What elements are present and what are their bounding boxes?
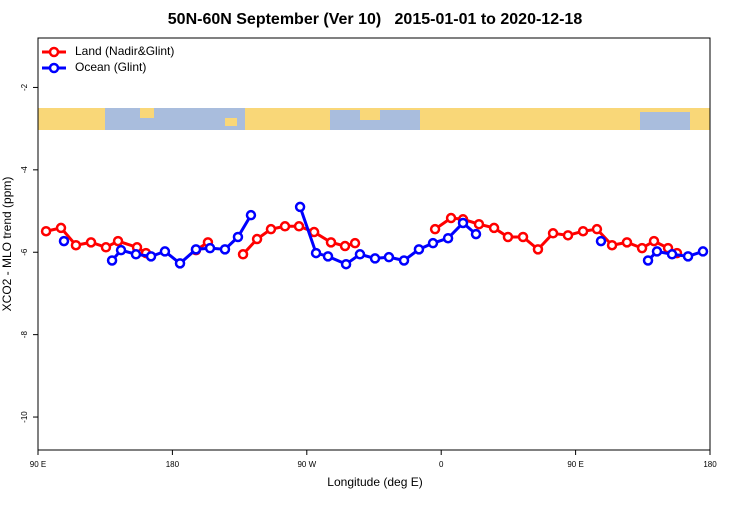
point xyxy=(325,237,337,248)
point xyxy=(369,253,381,264)
point xyxy=(577,225,589,237)
point xyxy=(279,221,291,232)
point xyxy=(251,233,263,245)
point xyxy=(145,251,157,262)
legend-marker xyxy=(48,46,60,58)
point xyxy=(642,255,654,266)
series-line xyxy=(45,216,678,256)
point xyxy=(190,244,202,255)
point xyxy=(219,244,231,255)
point xyxy=(106,255,118,266)
point xyxy=(237,249,249,260)
x-tick-label: 180 xyxy=(166,460,180,469)
point xyxy=(532,244,544,255)
x-tick-label: 90 E xyxy=(30,460,46,469)
point xyxy=(310,247,322,259)
x-axis-title: Longitude (deg E) xyxy=(327,475,422,489)
chart-title: 50N-60N September (Ver 10) 2015-01-01 to… xyxy=(168,11,583,28)
x-tick-label: 0 xyxy=(439,460,444,469)
point xyxy=(621,237,633,248)
point xyxy=(204,242,216,254)
point xyxy=(383,251,395,263)
y-axis-title: XCO2 - MLO trend (ppm) xyxy=(0,177,14,312)
point xyxy=(112,235,124,247)
point xyxy=(470,228,482,240)
point xyxy=(265,223,277,235)
map-strip xyxy=(38,108,710,130)
point xyxy=(457,217,469,229)
point xyxy=(666,249,678,260)
series-line xyxy=(110,206,704,266)
point xyxy=(40,225,52,237)
y-tick-label: -8 xyxy=(20,331,29,339)
point xyxy=(130,249,142,260)
point xyxy=(100,242,112,253)
point xyxy=(55,222,67,234)
point xyxy=(245,209,257,221)
point xyxy=(70,239,82,251)
point xyxy=(502,231,514,243)
point xyxy=(648,235,660,247)
point xyxy=(413,244,425,255)
point xyxy=(651,246,663,257)
point xyxy=(595,235,607,247)
point xyxy=(232,231,244,243)
point xyxy=(427,237,439,249)
legend-label: Land (Nadir&Glint) xyxy=(75,44,174,58)
point xyxy=(697,246,709,257)
point xyxy=(445,212,457,224)
point xyxy=(636,242,648,254)
y-tick-label: -2 xyxy=(20,83,29,91)
point xyxy=(340,258,352,270)
point xyxy=(349,237,361,249)
point xyxy=(682,251,694,262)
point xyxy=(473,218,485,230)
legend-label: Ocean (Glint) xyxy=(75,60,146,74)
point xyxy=(293,221,305,232)
y-tick-label: -6 xyxy=(20,248,29,256)
point xyxy=(591,223,603,235)
point xyxy=(339,240,351,252)
point xyxy=(294,201,306,213)
point xyxy=(398,255,410,266)
x-tick-label: 90 E xyxy=(567,460,583,469)
point xyxy=(442,232,454,244)
x-tick-label: 90 W xyxy=(297,460,316,469)
point xyxy=(85,237,97,248)
y-tick-label: -4 xyxy=(20,166,29,174)
point xyxy=(562,230,574,241)
point xyxy=(606,239,618,251)
point xyxy=(429,223,441,235)
point xyxy=(488,222,500,234)
y-tick-label: -10 xyxy=(20,411,29,423)
x-tick-label: 180 xyxy=(703,460,717,469)
point xyxy=(354,249,366,260)
point xyxy=(58,235,70,247)
point xyxy=(159,246,171,257)
point xyxy=(547,228,559,239)
legend-marker xyxy=(48,62,60,74)
point xyxy=(174,258,186,269)
plot-frame xyxy=(37,37,711,451)
point xyxy=(322,251,334,262)
point xyxy=(115,244,127,256)
point xyxy=(517,231,529,243)
